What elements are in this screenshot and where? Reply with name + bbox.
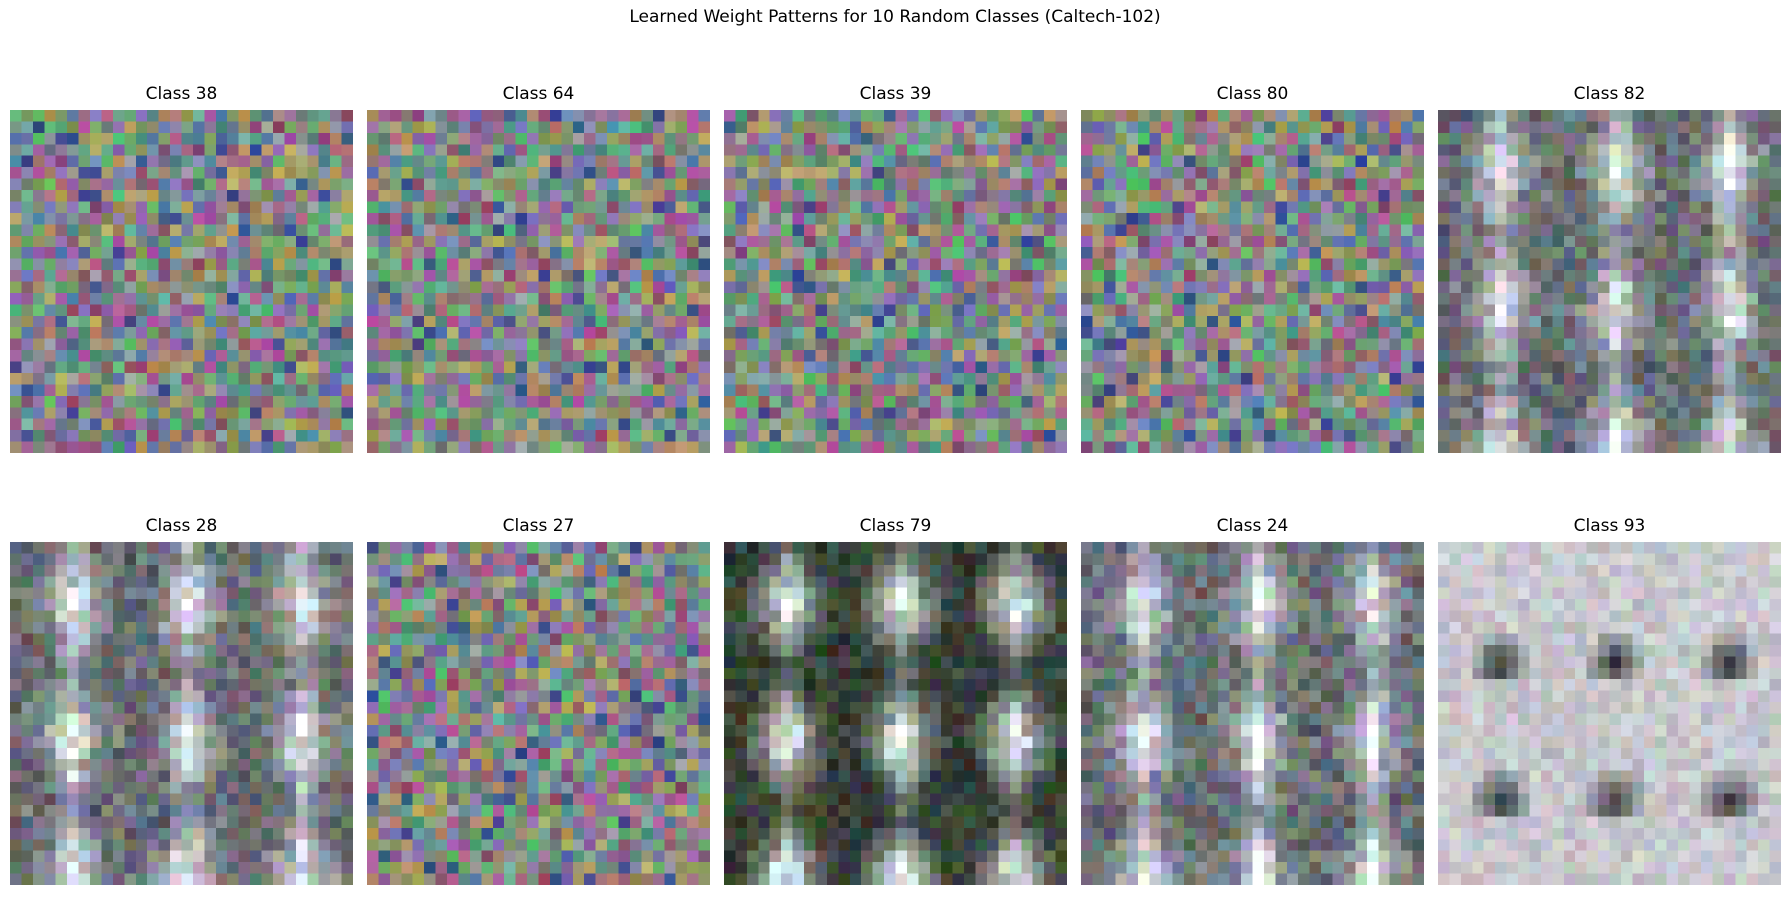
panel-title: Class 93	[1573, 516, 1646, 536]
weight-pattern-image	[1081, 542, 1424, 885]
weight-pattern-image	[10, 542, 353, 885]
weight-pattern-image	[1438, 542, 1781, 885]
panel-title: Class 24	[1216, 516, 1289, 536]
figure-title: Learned Weight Patterns for 10 Random Cl…	[629, 7, 1161, 27]
panel-title: Class 79	[859, 516, 932, 536]
panel-title: Class 82	[1573, 84, 1646, 104]
panel-title: Class 38	[145, 84, 218, 104]
panel-title: Class 80	[1216, 84, 1289, 104]
panel-title: Class 28	[145, 516, 218, 536]
weight-pattern-image	[724, 110, 1067, 453]
weight-pattern-image	[367, 542, 710, 885]
weight-pattern-image	[1438, 110, 1781, 453]
panel-title: Class 39	[859, 84, 932, 104]
weight-pattern-image	[1081, 110, 1424, 453]
weight-pattern-image	[724, 542, 1067, 885]
weight-pattern-image	[367, 110, 710, 453]
panel-title: Class 64	[502, 84, 575, 104]
weight-pattern-image	[10, 110, 353, 453]
panel-title: Class 27	[502, 516, 575, 536]
